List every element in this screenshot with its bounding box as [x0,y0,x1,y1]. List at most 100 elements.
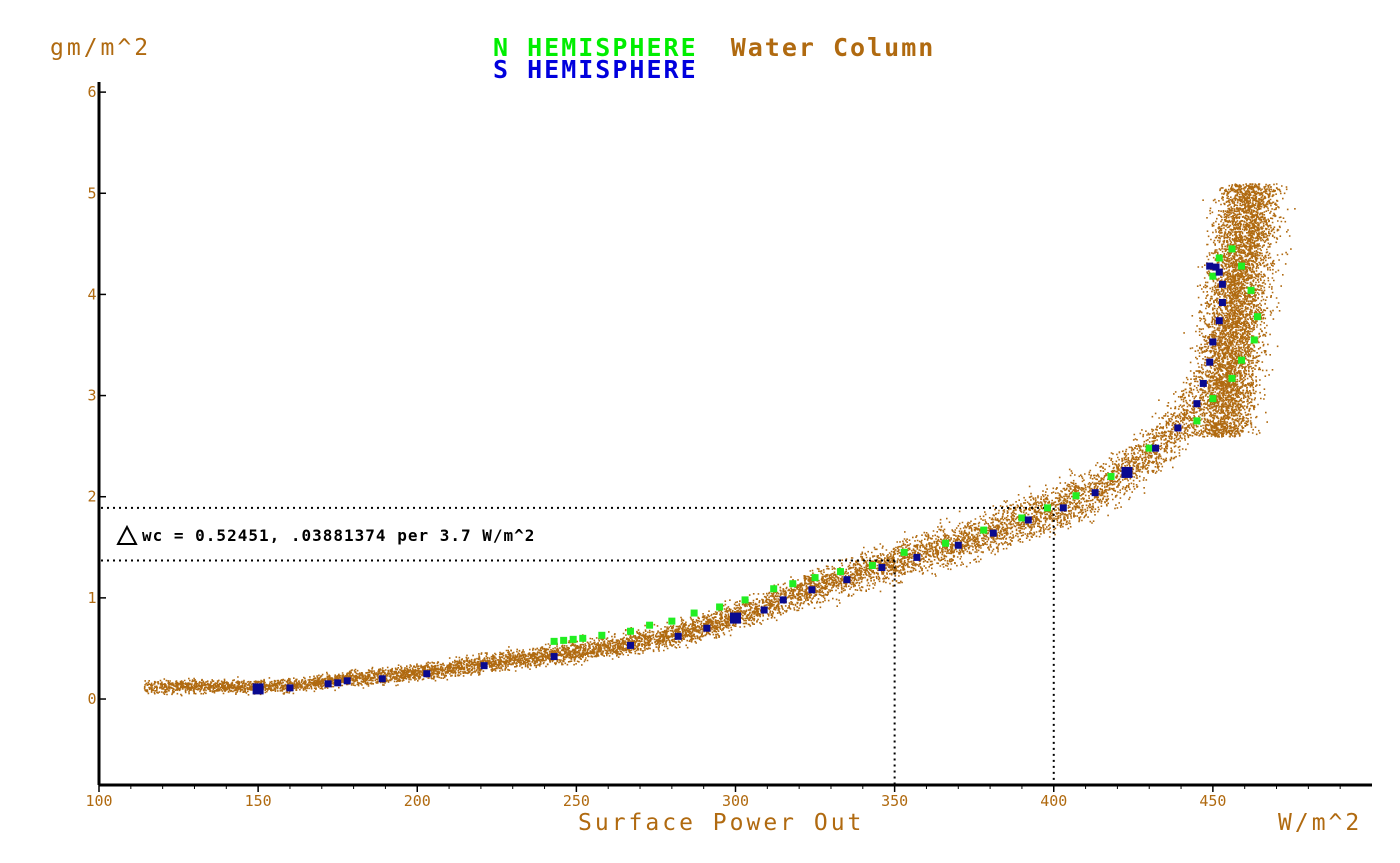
y-tick-label: 3 [87,387,96,405]
data-point [334,679,342,687]
data-point [913,553,921,561]
data-point [1238,262,1246,270]
data-point [954,541,962,549]
data-point [808,586,816,594]
x-tick-label: 250 [563,792,590,810]
x-tick-label: 450 [1199,792,1226,810]
chart-title: N HEMISPHERE Water Column [493,33,935,62]
data-point [989,529,997,537]
data-point [569,635,577,643]
data-point [1228,245,1236,253]
data-point [741,596,749,604]
x-tick-label: 300 [722,792,749,810]
data-point [1018,514,1026,522]
data-point [1209,395,1217,403]
data-point [1152,444,1160,452]
annotation-text: wc = 0.52451, .03881374 per 3.7 W/m^2 [142,526,535,545]
data-point [1247,286,1255,294]
data-point [760,606,768,614]
data-point [716,603,724,611]
x-ticks: 100 150 200 250 300 350 400 450 [85,785,1341,810]
data-point [324,680,332,688]
series-north [550,245,1261,645]
data-point [550,637,558,645]
triangle-icon [116,524,138,545]
data-point [1072,492,1080,500]
data-point [900,548,908,556]
data-point [1218,299,1226,307]
x-tick-label: 350 [881,792,908,810]
data-point [1043,504,1051,512]
data-point [837,568,845,576]
data-point [789,580,797,588]
data-point [1121,466,1133,478]
data-point [1199,379,1207,387]
data-point [779,596,787,604]
data-point [843,576,851,584]
data-point [1215,268,1223,276]
data-point [1218,280,1226,288]
data-point [1193,417,1201,425]
data-point [1024,516,1032,524]
data-point [1206,262,1214,270]
chart-subtitle: S HEMISPHERE [493,55,698,84]
title-north: N HEMISPHERE [493,33,698,62]
data-point [626,641,634,649]
reference-lines [101,506,1055,784]
data-point [480,662,488,670]
data-cloud [143,183,1296,697]
delta-annotation: wc = 0.52451, .03881374 per 3.7 W/m^2 [116,524,535,545]
data-point [811,574,819,582]
data-point [286,684,294,692]
cloud-points [143,183,1296,697]
data-point [626,627,634,635]
data-point [598,631,606,639]
data-point [1212,263,1220,271]
data-point [1209,272,1217,280]
data-point [980,526,988,534]
y-axis-label: gm/m^2 [50,35,151,61]
data-point [423,670,431,678]
data-point [378,675,386,683]
data-point [770,585,778,593]
data-point [1206,358,1214,366]
data-point [1107,472,1115,480]
data-point [1250,336,1258,344]
data-point [730,612,741,624]
data-point [550,653,558,661]
data-point [690,609,698,617]
x-tick-label: 400 [1040,792,1067,810]
data-point [878,564,886,572]
data-point [1253,313,1261,321]
data-point [1059,504,1067,512]
data-point [1238,356,1246,364]
data-point [560,636,568,644]
data-point [579,634,587,642]
data-point [1193,400,1201,408]
data-point [674,632,682,640]
data-point [1209,338,1217,346]
data-point [343,677,351,685]
y-tick-label: 4 [87,285,96,303]
x-axis-unit: W/m^2 [1278,810,1362,836]
data-point [646,621,654,629]
data-point [1215,254,1223,262]
y-tick-label: 2 [87,488,96,506]
series-south [252,262,1226,695]
data-point [1145,444,1153,452]
y-ticks: 0 1 2 3 4 5 6 [87,83,106,708]
data-point [942,539,950,547]
data-point [703,624,711,632]
data-point [1174,424,1182,432]
x-tick-label: 200 [404,792,431,810]
title-water-column: Water Column [731,33,936,62]
data-point [1215,317,1223,325]
y-tick-label: 0 [87,690,96,708]
x-axis-label: Surface Power Out [578,810,864,836]
x-tick-label: 100 [85,792,112,810]
y-tick-label: 5 [87,184,96,202]
data-point [1091,489,1099,497]
data-point [868,562,876,570]
x-tick-label: 150 [245,792,272,810]
